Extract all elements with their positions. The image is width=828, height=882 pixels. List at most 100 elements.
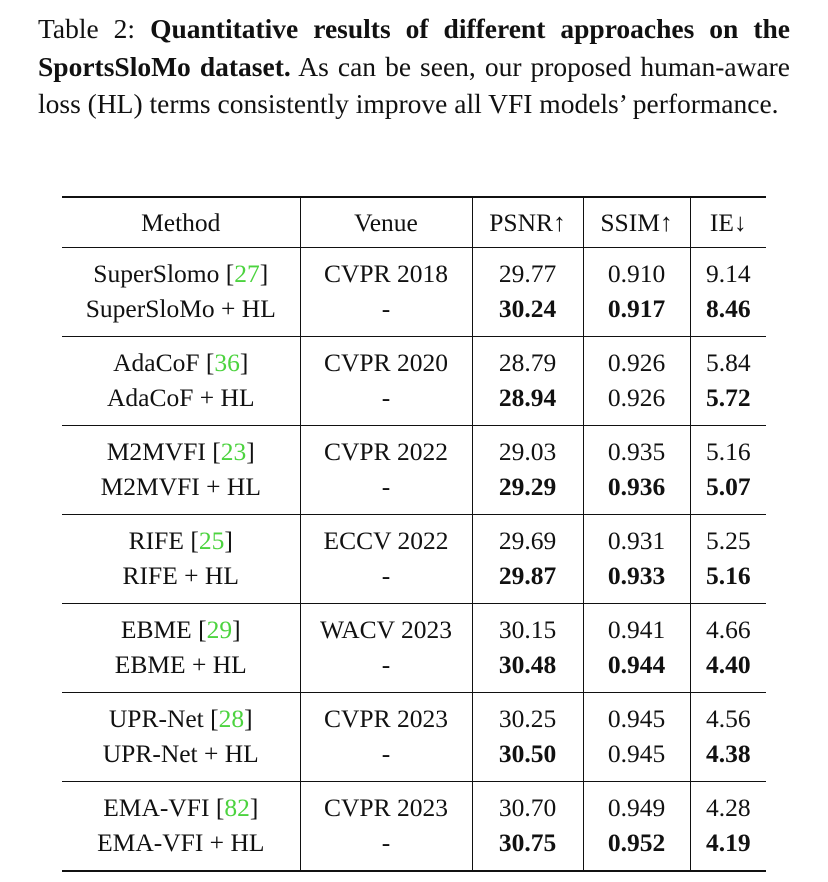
value-cell: 0.917 xyxy=(582,291,690,337)
method-name: SuperSloMo + HL xyxy=(85,294,276,323)
value-cell: - xyxy=(299,469,472,515)
value-cell: - xyxy=(299,291,472,337)
method-name: AdaCoF + HL xyxy=(106,383,255,412)
value-cell: 4.38 xyxy=(689,736,766,782)
value-cell: 4.40 xyxy=(689,647,766,693)
caption-text: As can be seen, our proposed human-aware… xyxy=(38,50,791,120)
method-cell: SuperSloMo + HL xyxy=(62,291,300,337)
table-row: AdaCoF [36] CVPR 2020 28.79 0.926 5.84 xyxy=(62,336,766,381)
method-cell: AdaCoF [36] xyxy=(62,337,300,381)
value-cell: CVPR 2022 xyxy=(299,425,472,469)
citation: [29] xyxy=(198,615,241,644)
row-group: EMA-VFI [82] CVPR 2023 30.70 0.949 4.28 EMA-V… xyxy=(62,781,766,871)
caption: Table 2: Quantitative results of differe… xyxy=(38,10,790,123)
method-name: EBME xyxy=(120,615,192,644)
method-name: AdaCoF xyxy=(113,348,200,377)
value-cell: 9.14 xyxy=(689,247,766,291)
value-cell: 30.48 xyxy=(471,647,583,693)
value-cell: 29.87 xyxy=(471,558,583,604)
citation: [82] xyxy=(215,793,259,822)
table-row: M2MVFI + HL -29.29 0.936 5.07 xyxy=(62,469,766,515)
value-cell: 5.07 xyxy=(689,469,766,515)
method-cell: UPR-Net [28] xyxy=(62,693,300,737)
value-cell: 28.94 xyxy=(471,380,583,426)
method-cell: M2MVFI + HL xyxy=(62,469,300,515)
citation: [27] xyxy=(225,259,269,288)
value-cell: 5.16 xyxy=(689,425,766,469)
method-cell: EBME + HL xyxy=(62,647,300,693)
method-cell: RIFE [25] xyxy=(62,515,300,559)
value-cell: 5.16 xyxy=(689,558,766,604)
method-name: RIFE xyxy=(128,526,184,555)
method-name: M2MVFI + HL xyxy=(100,472,261,501)
method-cell: RIFE + HL xyxy=(62,558,300,604)
value-cell: 4.19 xyxy=(689,825,766,871)
method-name: EMA-VFI + HL xyxy=(97,828,265,857)
value-cell: CVPR 2020 xyxy=(299,336,472,380)
table-row: RIFE [25] ECCV 2022 29.69 0.931 5.25 xyxy=(62,514,766,559)
value-cell: 0.936 xyxy=(582,469,690,515)
row-group: UPR-Net [28] CVPR 2023 30.25 0.945 4.56 UPR-N… xyxy=(62,692,766,782)
citation: [23] xyxy=(212,437,255,466)
value-cell: - xyxy=(299,380,472,426)
value-cell: - xyxy=(299,825,472,871)
method-cell: EMA-VFI + HL xyxy=(62,825,300,871)
table-row: UPR-Net [28] CVPR 2023 30.25 0.945 4.56 xyxy=(62,692,766,737)
row-group: SuperSlomo [27] CVPR 2018 29.77 0.910 9.14 Su… xyxy=(62,247,766,337)
value-cell: 5.84 xyxy=(689,336,766,380)
method-name: SuperSlomo xyxy=(93,259,220,288)
method-cell: UPR-Net + HL xyxy=(62,736,300,782)
value-cell: - xyxy=(299,736,472,782)
table-row: AdaCoF + HL -28.94 0.926 5.72 xyxy=(62,380,766,426)
method-cell: AdaCoF + HL xyxy=(62,380,300,426)
value-cell: 0.945 xyxy=(582,692,690,736)
value-cell: 29.29 xyxy=(471,469,583,515)
method-name: UPR-Net + HL xyxy=(102,739,259,768)
value-cell: - xyxy=(299,647,472,693)
value-cell: 0.910 xyxy=(582,247,690,291)
value-cell: 5.72 xyxy=(689,380,766,426)
method-cell: M2MVFI [23] xyxy=(62,426,300,470)
value-cell: 30.50 xyxy=(471,736,583,782)
value-cell: 30.75 xyxy=(471,825,583,871)
row-group: M2MVFI [23] CVPR 2022 29.03 0.935 5.16 M2MVFI… xyxy=(62,425,766,515)
method-name: RIFE + HL xyxy=(122,561,239,590)
value-cell: 4.56 xyxy=(689,692,766,736)
value-cell: ECCV 2022 xyxy=(299,514,472,558)
value-cell: 30.25 xyxy=(471,692,583,736)
caption-bold: Quantitative results of different approa… xyxy=(38,13,790,82)
value-cell: 30.24 xyxy=(471,291,583,337)
value-cell: 0.944 xyxy=(582,647,690,693)
header-cell: PSNR↑ xyxy=(471,197,583,248)
value-cell: 0.941 xyxy=(582,603,690,647)
value-cell: - xyxy=(299,558,472,604)
value-cell: 0.926 xyxy=(582,380,690,426)
method-cell: EMA-VFI [82] xyxy=(62,782,300,826)
method-name: EBME + HL xyxy=(114,650,247,679)
value-cell: 4.66 xyxy=(689,603,766,647)
value-cell: 0.935 xyxy=(582,425,690,469)
citation: [36] xyxy=(205,348,249,377)
value-cell: 29.77 xyxy=(471,247,583,291)
citation: [28] xyxy=(210,704,253,733)
value-cell: 0.931 xyxy=(582,514,690,558)
value-cell: WACV 2023 xyxy=(299,603,472,647)
results-table: Method Venue PSNR↑ SSIM↑ IE↓ SuperSlomo [27]… xyxy=(62,196,766,872)
value-cell: 29.03 xyxy=(471,425,583,469)
value-cell: CVPR 2023 xyxy=(299,781,472,825)
table-row: SuperSlomo [27] CVPR 2018 29.77 0.910 9.14 xyxy=(62,247,766,291)
header-row: Method Venue PSNR↑ SSIM↑ IE↓ xyxy=(62,197,766,248)
table-row: UPR-Net + HL -30.50 0.945 4.38 xyxy=(62,736,766,782)
caption-label: Table 2: xyxy=(38,13,136,44)
value-cell: 30.15 xyxy=(471,603,583,647)
row-group: RIFE [25] ECCV 2022 29.69 0.931 5.25 RIFE + H… xyxy=(62,514,766,604)
header-cell: Venue xyxy=(299,197,472,248)
value-cell: CVPR 2023 xyxy=(299,692,472,736)
row-group: EBME [29] WACV 2023 30.15 0.941 4.66 EBME + H… xyxy=(62,603,766,693)
table-row: SuperSloMo + HL -30.24 0.917 8.46 xyxy=(62,291,766,337)
table-row: RIFE + HL -29.87 0.933 5.16 xyxy=(62,558,766,604)
table-row: EBME + HL -30.48 0.944 4.40 xyxy=(62,647,766,693)
header-cell: IE↓ xyxy=(689,197,766,248)
value-cell: 29.69 xyxy=(471,514,583,558)
